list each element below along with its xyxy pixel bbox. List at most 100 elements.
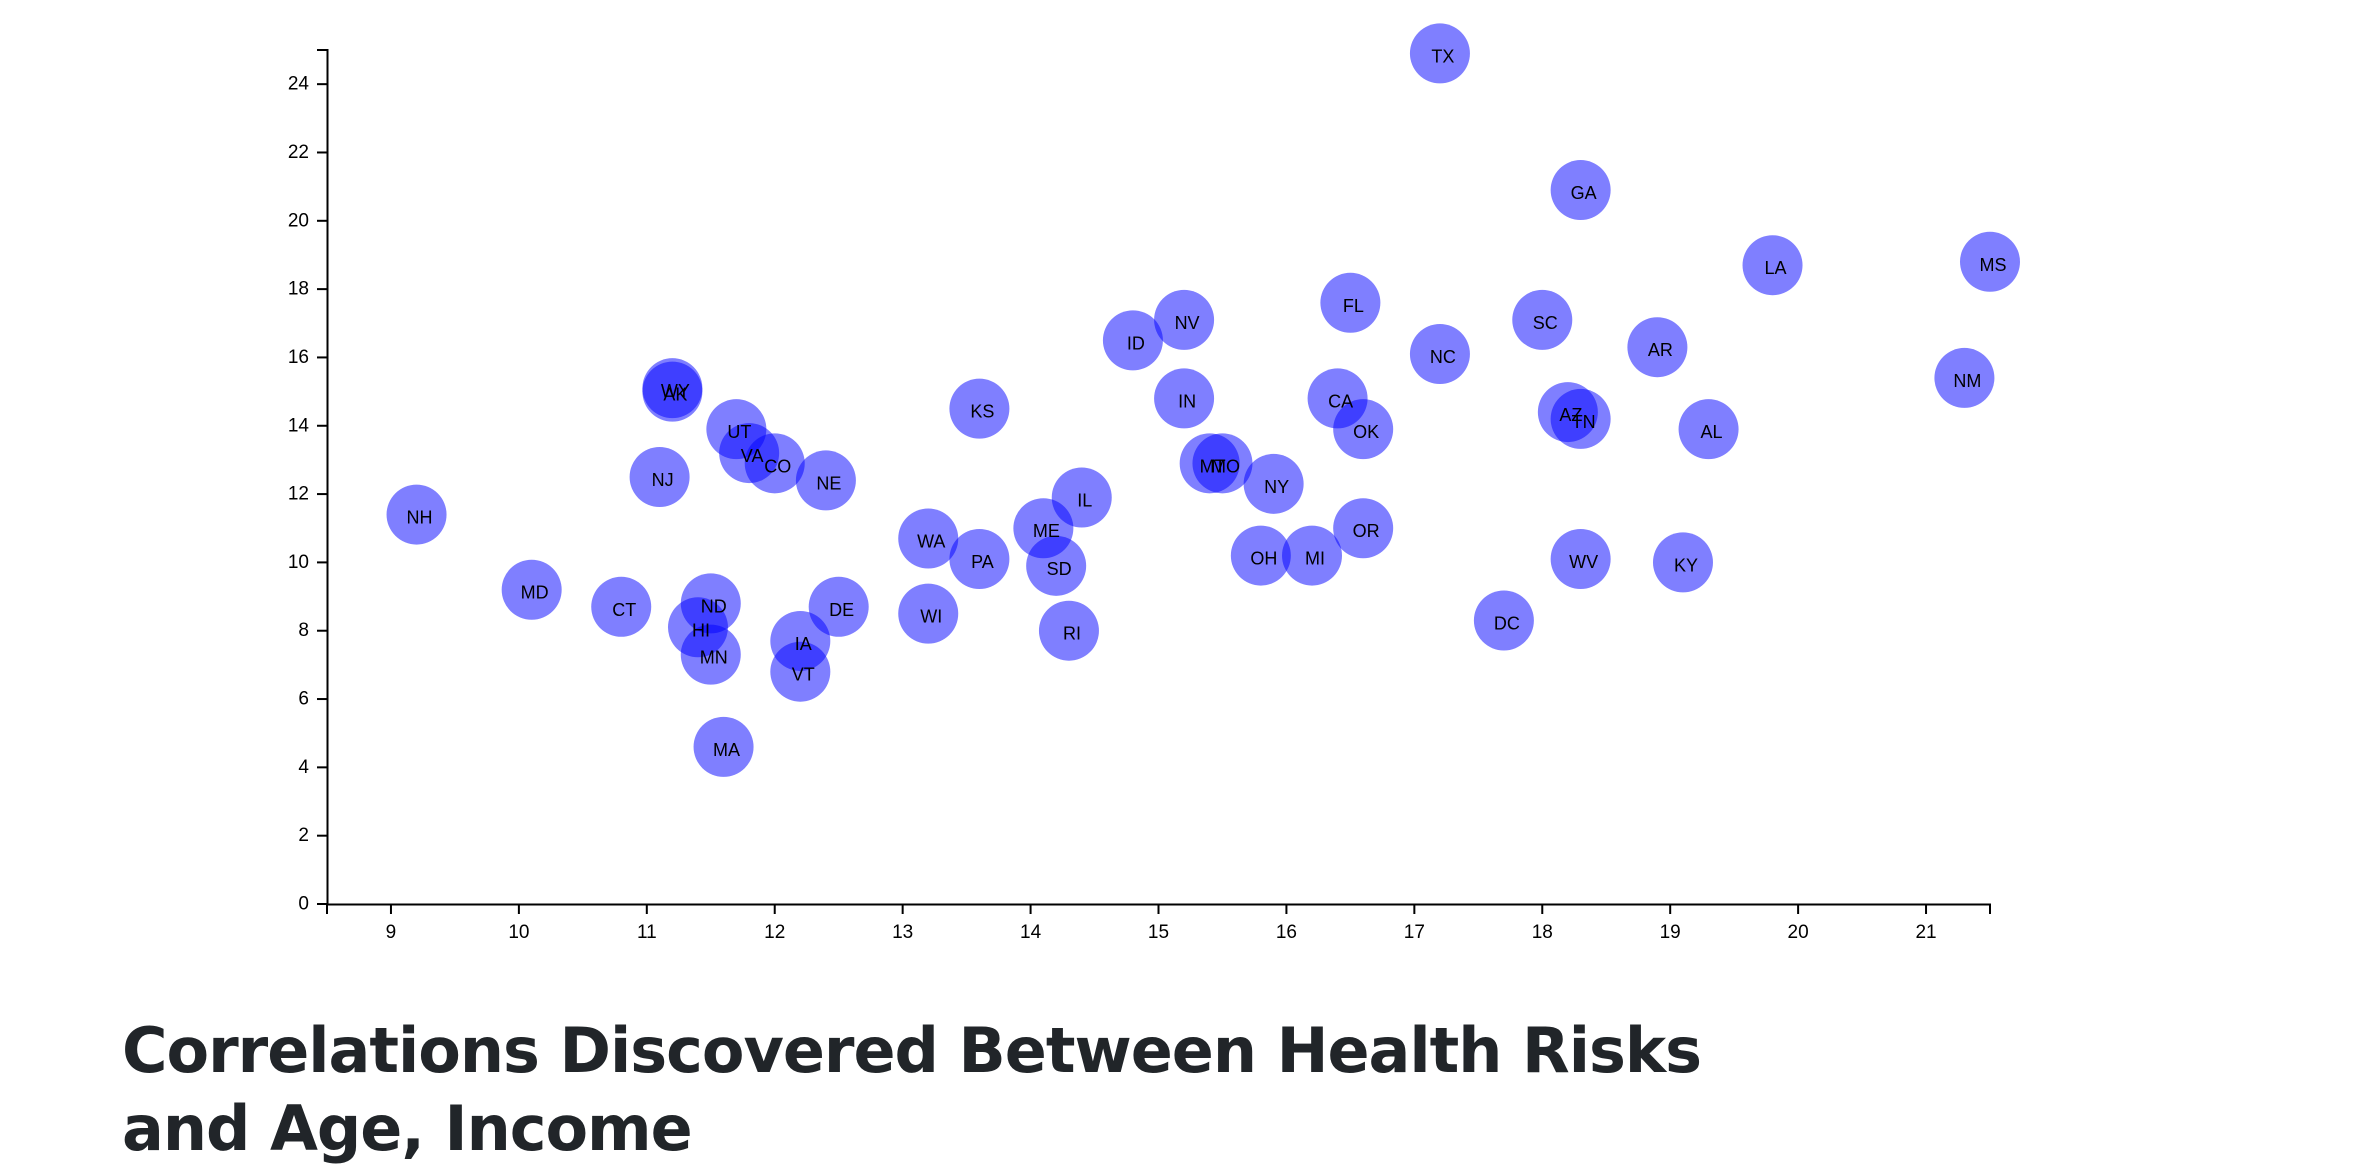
point-label-nc: NC — [1430, 347, 1456, 367]
point-label-wa: WA — [917, 531, 945, 551]
data-point-pa[interactable] — [949, 528, 1010, 589]
data-point-or[interactable] — [1333, 498, 1394, 559]
data-point-co[interactable] — [744, 433, 805, 494]
y-tick-label: 6 — [298, 689, 309, 710]
data-point-oh[interactable] — [1230, 525, 1291, 586]
point-label-az: AZ — [1559, 405, 1582, 425]
data-point-sc[interactable] — [1512, 289, 1573, 350]
point-label-or: OR — [1353, 521, 1380, 541]
point-label-va: VA — [741, 446, 764, 466]
data-point-ne[interactable] — [795, 450, 856, 511]
point-label-ut: UT — [727, 422, 751, 442]
y-tick-label: 4 — [298, 757, 309, 778]
y-tick-label: 18 — [288, 279, 309, 300]
data-point-mn[interactable] — [680, 624, 741, 685]
point-label-mt: MT — [1200, 456, 1226, 476]
x-tick-label: 10 — [508, 922, 529, 943]
data-point-wv[interactable] — [1550, 528, 1611, 589]
point-label-nm: NM — [1953, 371, 1981, 391]
data-point-in[interactable] — [1154, 368, 1215, 429]
x-tick-label: 21 — [1915, 922, 1936, 943]
y-tick-label: 16 — [288, 347, 309, 368]
data-point-de[interactable] — [808, 576, 869, 637]
point-label-sd: SD — [1047, 559, 1072, 579]
x-tick-label: 14 — [1020, 922, 1042, 943]
point-label-mi: MI — [1305, 549, 1325, 569]
data-point-la[interactable] — [1742, 235, 1803, 296]
point-label-nh: NH — [407, 508, 433, 528]
point-label-ar: AR — [1648, 340, 1673, 360]
data-point-nc[interactable] — [1409, 324, 1470, 385]
point-label-nd: ND — [701, 596, 727, 616]
point-label-ny: NY — [1264, 477, 1289, 497]
point-label-al: AL — [1701, 422, 1723, 442]
y-tick-label: 22 — [288, 142, 309, 163]
point-label-dc: DC — [1494, 613, 1520, 633]
data-point-ny[interactable] — [1243, 453, 1304, 514]
data-point-vt[interactable] — [770, 641, 831, 702]
data-point-nh[interactable] — [386, 484, 447, 545]
data-point-mi[interactable] — [1282, 525, 1343, 586]
point-label-ne: NE — [816, 473, 841, 493]
point-label-mn: MN — [700, 648, 728, 668]
data-point-ms[interactable] — [1960, 231, 2020, 292]
data-point-sd[interactable] — [1026, 535, 1087, 596]
y-tick-label: 0 — [298, 894, 309, 915]
x-tick-label: 11 — [637, 922, 657, 943]
x-tick-label: 18 — [1532, 922, 1553, 943]
point-label-ms: MS — [1980, 255, 2007, 275]
data-point-ga[interactable] — [1550, 160, 1611, 221]
data-point-ar[interactable] — [1627, 317, 1688, 378]
data-point-ky[interactable] — [1652, 532, 1713, 593]
data-point-nj[interactable] — [629, 447, 690, 507]
data-point-ri[interactable] — [1038, 600, 1099, 661]
point-label-id: ID — [1127, 333, 1145, 353]
x-tick-label: 16 — [1276, 922, 1297, 943]
y-tick-label: 14 — [288, 415, 310, 436]
y-tick-label: 2 — [298, 825, 309, 846]
data-point-nm[interactable] — [1934, 347, 1995, 408]
point-label-nv: NV — [1175, 313, 1200, 333]
data-point-ct[interactable] — [591, 576, 652, 637]
y-tick-label: 20 — [288, 210, 309, 231]
data-point-al[interactable] — [1678, 399, 1739, 460]
point-label-il: IL — [1077, 490, 1092, 510]
point-label-ia: IA — [795, 634, 812, 654]
point-label-tx: TX — [1431, 46, 1454, 66]
x-tick-label: 19 — [1660, 922, 1681, 943]
data-point-id[interactable] — [1102, 310, 1163, 371]
data-point-fl[interactable] — [1320, 272, 1381, 333]
data-point-ma[interactable] — [693, 716, 754, 777]
page-title: Correlations Discovered Between Health R… — [122, 1014, 1702, 1165]
data-point-md[interactable] — [501, 559, 562, 620]
point-label-nj: NJ — [652, 470, 674, 490]
data-point-wa[interactable] — [898, 508, 959, 569]
x-tick-label: 13 — [892, 922, 913, 943]
x-tick-label: 12 — [764, 922, 785, 943]
point-label-co: CO — [764, 456, 791, 476]
point-label-la: LA — [1765, 258, 1787, 278]
data-point-dc[interactable] — [1473, 590, 1534, 651]
point-label-md: MD — [521, 583, 549, 603]
data-point-wi[interactable] — [898, 583, 959, 644]
point-label-tn: TN — [1572, 412, 1596, 432]
point-label-fl: FL — [1343, 296, 1364, 316]
point-label-wy: WY — [661, 381, 690, 401]
point-label-ga: GA — [1571, 183, 1597, 203]
data-point-nv[interactable] — [1154, 289, 1215, 350]
x-tick-label: 17 — [1404, 922, 1425, 943]
point-label-hi: HI — [692, 620, 710, 640]
data-point-tn[interactable] — [1550, 388, 1611, 449]
data-point-ks[interactable] — [949, 378, 1010, 439]
data-point-mo[interactable] — [1192, 433, 1253, 494]
point-label-pa: PA — [971, 552, 994, 572]
point-label-ca: CA — [1328, 391, 1353, 411]
point-label-vt: VT — [792, 665, 815, 685]
data-point-ok[interactable] — [1333, 399, 1394, 460]
point-label-in: IN — [1178, 391, 1196, 411]
data-point-ak[interactable] — [642, 361, 703, 422]
y-tick-label: 8 — [298, 620, 309, 641]
data-point-tx[interactable] — [1409, 23, 1470, 84]
